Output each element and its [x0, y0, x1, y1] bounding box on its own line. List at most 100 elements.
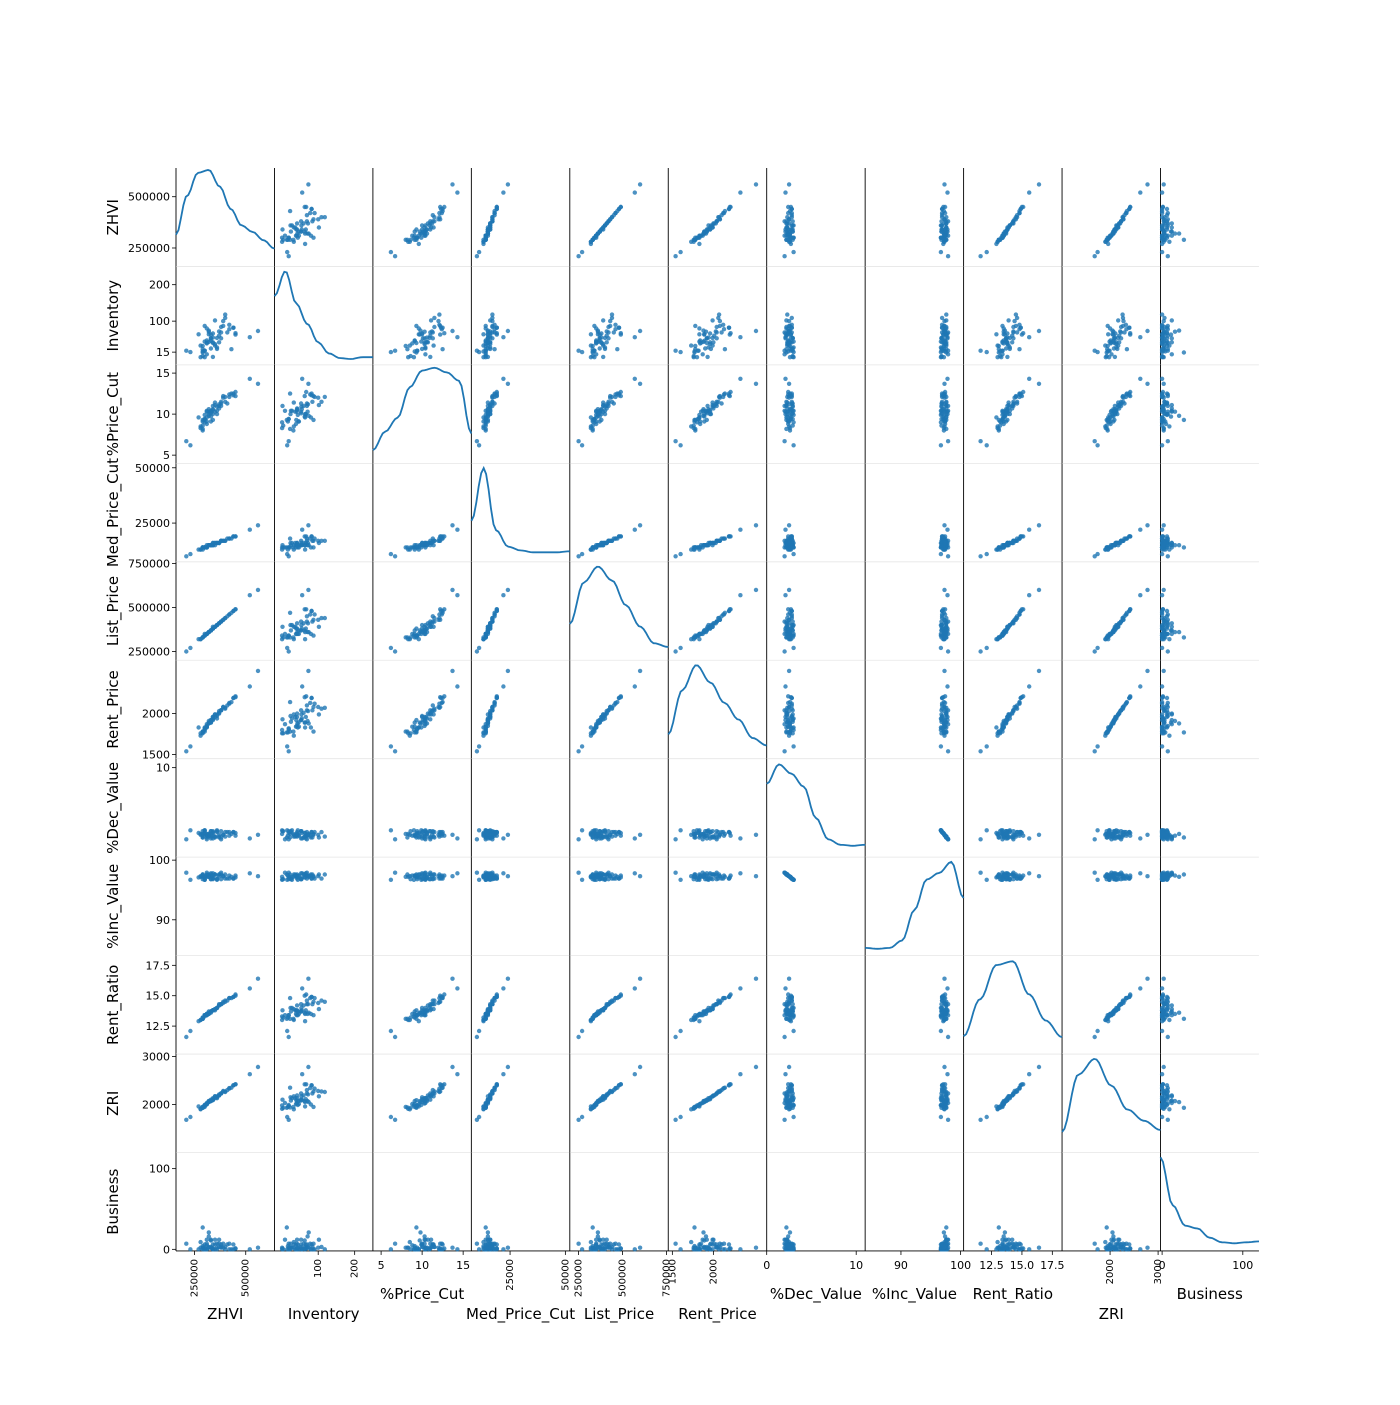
scatter-point: [450, 588, 454, 592]
scatter-point: [425, 721, 429, 725]
scatter-cell-rent-price-vs-zhvi: [184, 669, 260, 754]
scatter-point: [1020, 607, 1024, 611]
scatter-point: [1002, 326, 1006, 330]
scatter-cell-pct-price-cut-vs-pct-inc-value: [939, 377, 951, 448]
scatter-point: [710, 343, 714, 347]
scatter-point: [1170, 625, 1174, 629]
scatter-point: [295, 630, 299, 634]
scatter-point: [738, 190, 742, 194]
scatter-point: [718, 217, 722, 221]
scatter-point: [788, 407, 792, 411]
scatter-point: [1020, 332, 1024, 336]
scatter-point: [450, 329, 454, 333]
scatter-point: [450, 523, 454, 527]
scatter-point: [287, 749, 291, 753]
scatter-point: [1182, 238, 1186, 242]
scatter-point: [205, 422, 209, 426]
scatter-point: [942, 541, 946, 545]
scatter-point: [455, 684, 459, 688]
scatter-point: [791, 250, 795, 254]
scatter-point: [701, 630, 705, 634]
scatter-point: [1162, 705, 1166, 709]
scatter-point: [1162, 630, 1166, 634]
scatter-point: [638, 833, 642, 837]
scatter-point: [295, 721, 299, 725]
scatter-point: [303, 394, 307, 398]
scatter-point: [998, 834, 1002, 838]
scatter-point: [1004, 411, 1008, 415]
scatter-point: [943, 730, 947, 734]
scatter-point: [495, 332, 499, 336]
scatter-cell-pct-dec-value-vs-zri: [1093, 828, 1150, 841]
scatter-point: [978, 439, 982, 443]
scatter-point: [1108, 326, 1112, 330]
scatter-cell-med-price-cut-vs-list-price: [576, 523, 642, 558]
scatter-point: [405, 729, 409, 733]
scatter-cell-rent-price-vs-pct-inc-value: [939, 669, 951, 754]
scatter-point: [718, 539, 722, 543]
scatter-point: [1163, 547, 1167, 551]
scatter-point: [316, 396, 320, 400]
scatter-point: [1160, 646, 1164, 650]
scatter-point: [280, 625, 284, 629]
scatter-point: [708, 408, 712, 412]
scatter-point: [217, 709, 221, 713]
scatter-point: [1170, 221, 1174, 225]
scatter-point: [944, 225, 948, 229]
scatter-point: [787, 382, 791, 386]
scatter-point: [714, 874, 718, 878]
scatter-point: [286, 730, 290, 734]
scatter-cell-inventory-vs-rent-ratio: [978, 312, 1041, 359]
scatter-point: [1127, 326, 1131, 330]
scatter-point: [256, 329, 260, 333]
scatter-point: [196, 415, 200, 419]
scatter-point: [945, 190, 949, 194]
scatter-point: [619, 394, 623, 398]
scatter-point: [287, 829, 291, 833]
scatter-point: [1177, 832, 1181, 836]
scatter-point: [305, 213, 309, 217]
scatter-point: [783, 528, 787, 532]
scatter-point: [1170, 541, 1174, 545]
scatter-point: [292, 734, 296, 738]
scatter-point: [1165, 534, 1169, 538]
scatter-point: [389, 744, 393, 748]
scatter-point: [1169, 332, 1173, 336]
scatter-point: [1106, 730, 1110, 734]
scatter-point: [306, 523, 310, 527]
scatter-point: [1125, 347, 1129, 351]
scatter-point: [233, 875, 237, 879]
scatter-point: [1128, 695, 1132, 699]
scatter-point: [591, 427, 595, 431]
scatter-point: [1162, 588, 1166, 592]
scatter-cell-zhvi-vs-list-price: [576, 182, 642, 258]
scatter-point: [1118, 621, 1122, 625]
scatter-point: [506, 382, 510, 386]
scatter-point: [1161, 205, 1165, 209]
scatter-point: [1128, 394, 1132, 398]
scatter-cell-med-price-cut-vs-zhvi: [184, 523, 260, 558]
scatter-point: [985, 744, 989, 748]
scatter-point: [309, 725, 313, 729]
scatter-point: [612, 401, 616, 405]
scatter-point: [576, 254, 580, 258]
scatter-point: [221, 396, 225, 400]
scatter-point: [1182, 350, 1186, 354]
scatter-point: [475, 837, 479, 841]
scatter-point: [1037, 669, 1041, 673]
scatter-point: [718, 319, 722, 323]
scatter-point: [306, 541, 310, 545]
scatter-point: [1177, 543, 1181, 547]
scatter-point: [946, 749, 950, 753]
scatter-point: [1128, 332, 1132, 336]
scatter-point: [943, 238, 947, 242]
scatter-point: [413, 834, 417, 838]
scatter-point: [299, 223, 303, 227]
scatter-point: [791, 552, 795, 556]
scatter-point: [430, 329, 434, 333]
scatter-point: [1027, 335, 1031, 339]
scatter-point: [303, 720, 307, 724]
scatter-point: [1037, 382, 1041, 386]
scatter-cell-inventory-vs-pct-dec-value: [782, 312, 795, 359]
scatter-point: [718, 618, 722, 622]
